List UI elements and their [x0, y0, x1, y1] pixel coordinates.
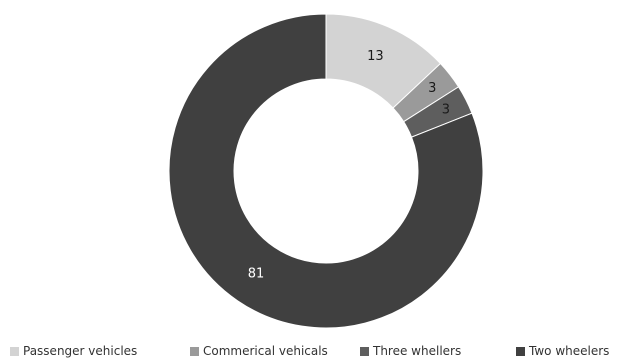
legend-swatch [10, 346, 19, 356]
data-label-0: 13 [367, 49, 384, 64]
data-label-3: 81 [248, 266, 265, 281]
legend-item-commercial-vehicles: Commerical vehicals [190, 344, 328, 358]
legend-swatch [190, 346, 199, 356]
legend-item-two-wheelers: Two wheelers [516, 344, 609, 358]
data-label-1: 3 [428, 81, 436, 96]
legend-label: Commerical vehicals [203, 344, 328, 358]
legend-item-three-wheelers: Three whellers [360, 344, 461, 358]
legend-label: Passenger vehicles [23, 344, 138, 358]
slice-3 [168, 13, 484, 329]
data-labels-layer: 13 33 81 [248, 49, 450, 281]
legend-label: Three whellers [373, 344, 462, 358]
legend-label: Two wheelers [529, 344, 610, 358]
legend-item-passenger-vehicles: Passenger vehicles [10, 344, 137, 358]
slices-layer [168, 13, 484, 329]
legend-swatch [516, 346, 525, 356]
legend-swatch [360, 346, 369, 356]
data-label-2: 3 [442, 102, 450, 117]
legend: Passenger vehicles Commerical vehicals T… [0, 340, 640, 360]
